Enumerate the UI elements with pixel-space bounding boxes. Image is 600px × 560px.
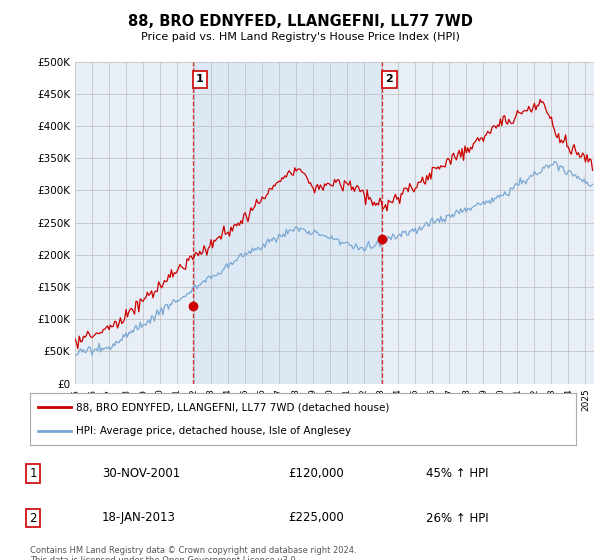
Text: 26% ↑ HPI: 26% ↑ HPI <box>426 511 488 525</box>
Bar <box>193 62 382 384</box>
Text: 2: 2 <box>29 511 37 525</box>
Text: 1: 1 <box>29 466 37 480</box>
Text: £225,000: £225,000 <box>288 511 344 525</box>
Text: 30-NOV-2001: 30-NOV-2001 <box>102 466 180 480</box>
Text: 18-JAN-2013: 18-JAN-2013 <box>102 511 176 525</box>
Text: 45% ↑ HPI: 45% ↑ HPI <box>426 466 488 480</box>
Text: 1: 1 <box>196 74 204 85</box>
Text: Contains HM Land Registry data © Crown copyright and database right 2024.
This d: Contains HM Land Registry data © Crown c… <box>30 546 356 560</box>
Text: £120,000: £120,000 <box>288 466 344 480</box>
Text: 88, BRO EDNYFED, LLANGEFNI, LL77 7WD (detached house): 88, BRO EDNYFED, LLANGEFNI, LL77 7WD (de… <box>76 402 390 412</box>
Text: Price paid vs. HM Land Registry's House Price Index (HPI): Price paid vs. HM Land Registry's House … <box>140 32 460 43</box>
Text: 2: 2 <box>386 74 393 85</box>
Text: 88, BRO EDNYFED, LLANGEFNI, LL77 7WD: 88, BRO EDNYFED, LLANGEFNI, LL77 7WD <box>128 14 472 29</box>
Text: HPI: Average price, detached house, Isle of Anglesey: HPI: Average price, detached house, Isle… <box>76 426 352 436</box>
